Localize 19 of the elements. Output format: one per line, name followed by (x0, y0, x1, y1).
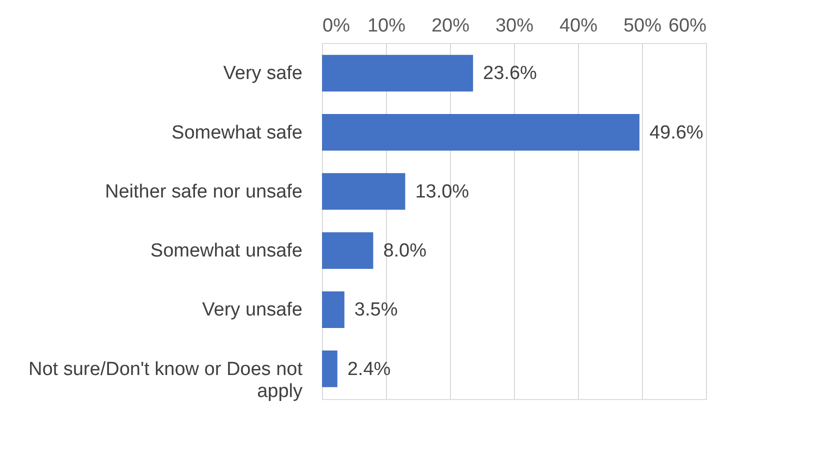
x-tick-label: 60% (668, 16, 707, 36)
x-tick-label: 30% (495, 16, 534, 36)
data-label: 49.6% (649, 122, 704, 144)
data-label: 3.5% (354, 300, 398, 321)
data-label: 8.0% (383, 240, 427, 262)
data-label: 2.4% (347, 358, 391, 380)
y-tick-label: Very unsafe (202, 300, 302, 321)
x-tick-label: 50% (623, 16, 662, 36)
x-tick-label: 40% (559, 16, 598, 36)
y-tick-label: Very safe (223, 63, 302, 84)
y-tick-label: Not sure/Don't know or Does not apply (28, 358, 304, 402)
x-tick-label: 20% (431, 16, 470, 36)
data-label: 23.6% (483, 63, 538, 84)
data-label: 13.0% (415, 181, 470, 202)
y-tick-label: Somewhat unsafe (150, 240, 302, 262)
y-tick-label: Neither safe nor unsafe (104, 181, 302, 202)
x-tick-label: 10% (367, 16, 406, 36)
x-tick-label: 0% (322, 16, 350, 36)
y-tick-label: Somewhat safe (172, 122, 302, 144)
